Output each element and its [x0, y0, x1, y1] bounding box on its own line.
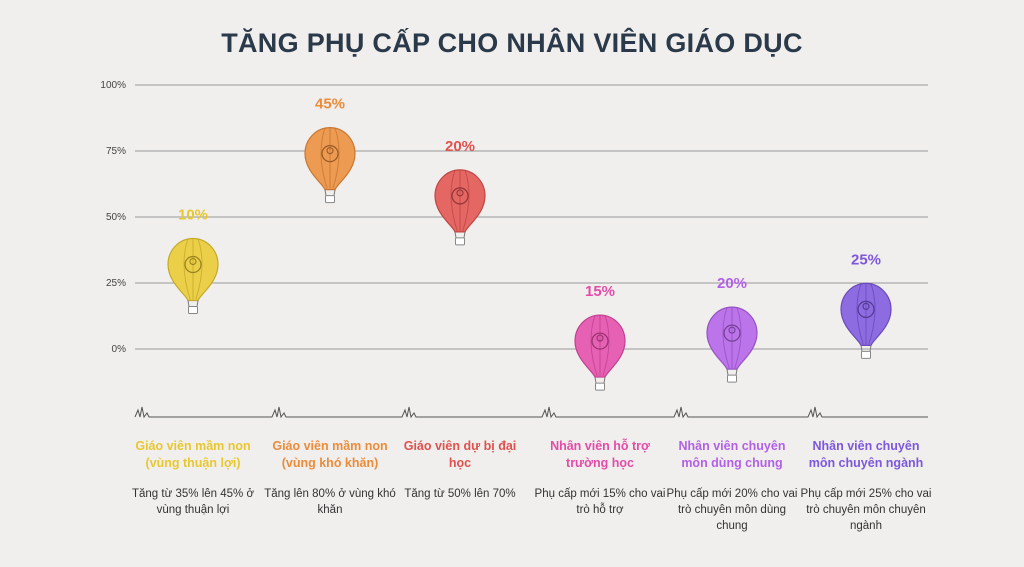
icon-head	[326, 147, 334, 155]
specialist-icon	[857, 300, 875, 318]
balloon-rope	[860, 345, 863, 352]
icon-head	[728, 326, 736, 334]
value-label: 25%	[851, 251, 881, 268]
y-tick-label: 100%	[100, 80, 126, 91]
graduate-icon	[451, 187, 469, 205]
y-tick-label: 0%	[112, 344, 127, 355]
category-description: Phụ cấp mới 20% cho vai trò chuyên môn d…	[666, 488, 798, 532]
category-label: Nhân viên chuyên môn dùng chung	[678, 439, 786, 470]
balloon-marker	[840, 282, 892, 359]
balloon-stripe	[332, 127, 340, 189]
balloon-basket	[325, 195, 335, 204]
balloon-rope	[187, 300, 190, 307]
balloon-stripe	[856, 283, 864, 345]
balloon-marker	[167, 237, 219, 315]
icon-head	[862, 302, 870, 310]
y-tick-label: 25%	[106, 278, 126, 289]
balloon-rope	[196, 300, 199, 307]
category-description: Phụ cấp mới 25% cho vai trò chuyên môn c…	[800, 488, 932, 532]
icon-head	[596, 334, 604, 342]
category-label: Giáo viên mầm non (vùng khó khăn)	[272, 439, 388, 470]
y-tick-label: 75%	[106, 146, 126, 157]
value-label: 15%	[585, 283, 615, 300]
balloon-marker	[706, 306, 758, 383]
balloon-stripe	[195, 238, 203, 300]
y-tick-label: 50%	[106, 212, 126, 223]
balloon-marker	[304, 127, 356, 204]
balloon-rope	[603, 376, 606, 384]
balloon-basket	[861, 350, 871, 359]
balloon-rope	[324, 189, 327, 196]
value-label: 45%	[315, 96, 345, 113]
balloon-basket	[455, 237, 465, 246]
balloon-stripe	[722, 306, 730, 369]
category-description: Tăng từ 35% lên 45% ở vùng thuận lợi	[131, 488, 254, 516]
balloon-stripe	[462, 169, 470, 232]
value-label: 20%	[445, 138, 475, 155]
chart-title: TĂNG PHỤ CẤP CHO NHÂN VIÊN GIÁO DỤC	[221, 28, 803, 58]
balloon-rope	[735, 369, 738, 376]
children-icon	[321, 145, 339, 163]
category-label: Nhân viên hỗ trợ trường học	[550, 439, 650, 470]
icon-head	[456, 189, 464, 197]
balloon-basket	[727, 374, 737, 383]
category-label: Nhân viên chuyên môn chuyên ngành	[808, 439, 924, 470]
category-description: Phụ cấp mới 15% cho vai trò hỗ trợ	[534, 488, 666, 516]
balloon-marker	[574, 314, 626, 391]
balloon-stripe	[590, 314, 598, 377]
balloon-rope	[726, 369, 729, 376]
balloon-stripe	[868, 283, 876, 345]
category-description: Tăng từ 50% lên 70%	[404, 488, 516, 500]
balloon-marker	[434, 169, 486, 246]
balloon-stripe	[450, 169, 458, 232]
balloon-basket	[188, 306, 198, 315]
balloon-rope	[454, 231, 457, 238]
shared-staff-icon	[723, 324, 741, 342]
balloon-rope	[594, 376, 597, 384]
balloon-stripe	[602, 314, 610, 377]
value-label: 20%	[717, 275, 747, 292]
balloon-basket	[595, 382, 605, 391]
balloon-stripe	[183, 238, 191, 300]
balloon-rope	[333, 189, 336, 196]
icon-head	[189, 257, 197, 266]
balloon-stripe	[320, 127, 328, 189]
category-description: Tăng lên 80% ở vùng khó khăn	[264, 488, 396, 516]
teacher-icon	[184, 255, 202, 274]
category-label: Giáo viên dự bị đại học	[403, 439, 517, 470]
balloon-rope	[463, 231, 466, 238]
balloon-rope	[869, 345, 872, 352]
balloon-stripe	[734, 306, 742, 369]
baseline	[134, 406, 928, 419]
value-label: 10%	[178, 207, 208, 224]
category-label: Giáo viên mầm non (vùng thuận lợi)	[135, 439, 251, 470]
support-staff-icon	[591, 332, 609, 350]
